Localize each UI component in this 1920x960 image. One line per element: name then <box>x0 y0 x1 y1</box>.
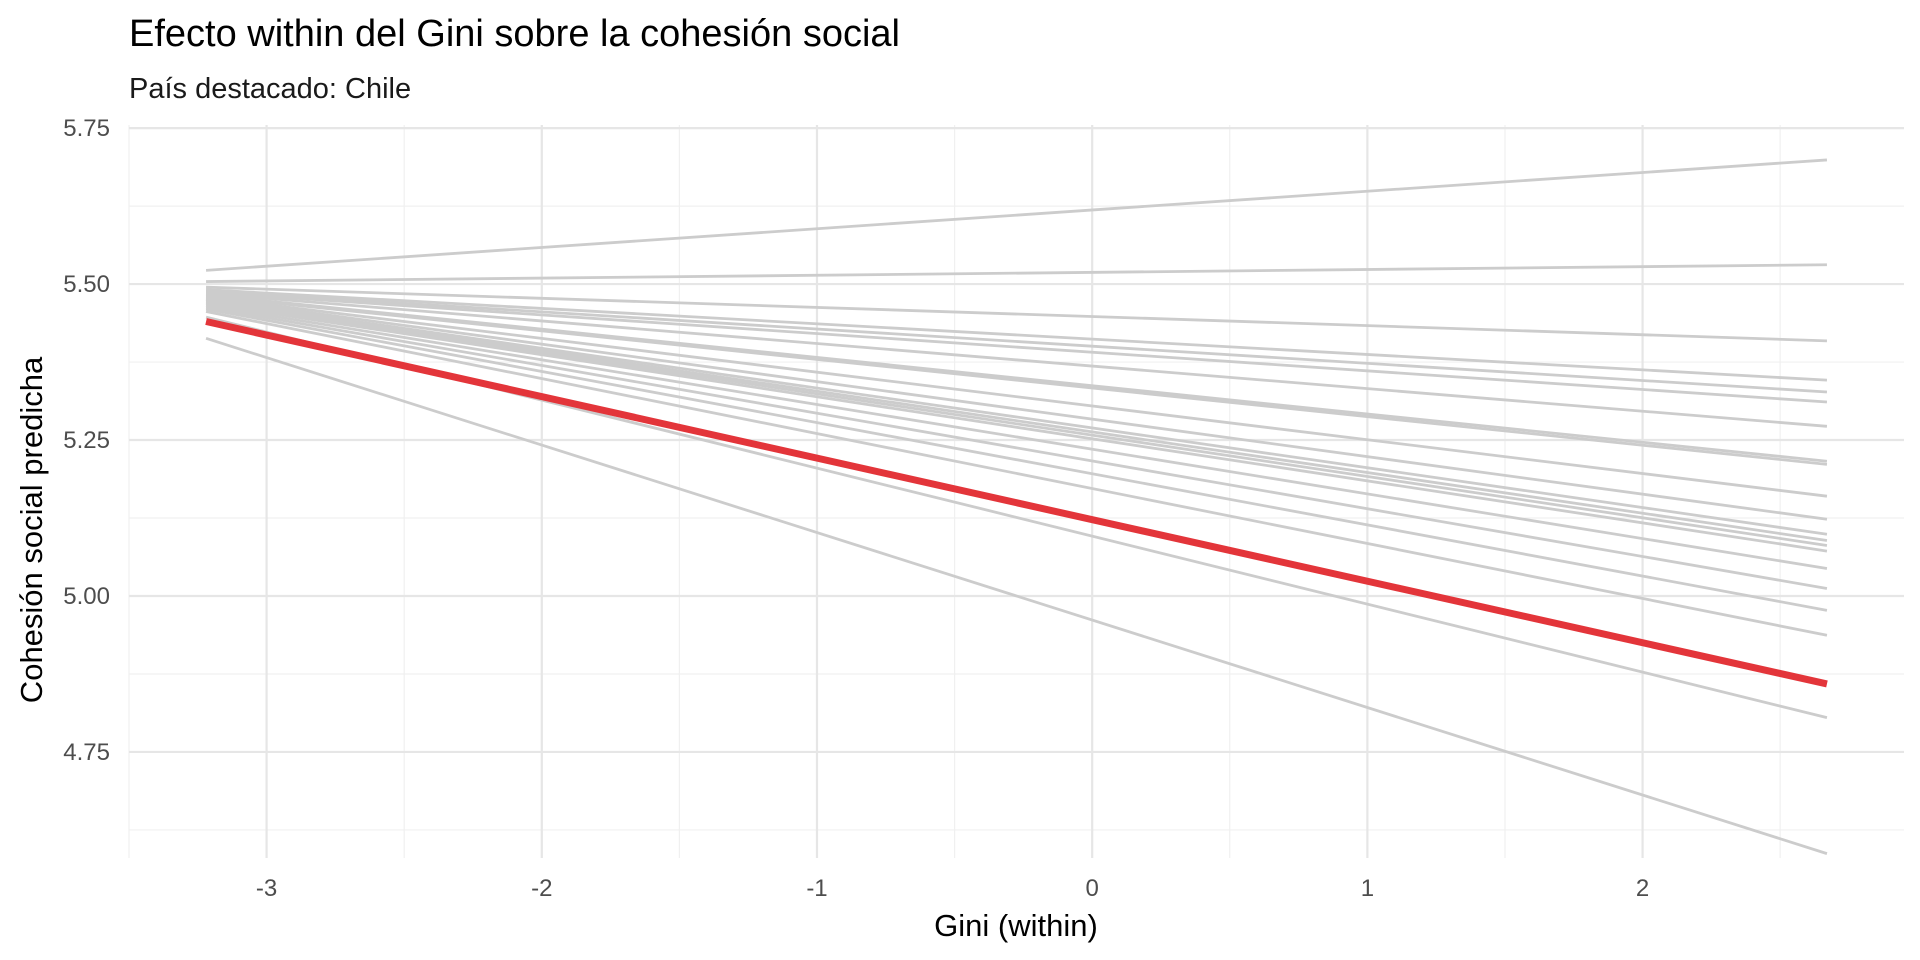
country-line <box>205 298 1828 536</box>
y-tick-label: 4.75 <box>63 739 110 766</box>
y-axis-title: Cohesión social predicha <box>14 356 49 703</box>
x-tick-label: -3 <box>256 875 277 902</box>
series-lines <box>205 158 1828 855</box>
country-line <box>205 303 1828 570</box>
x-tick-label: 2 <box>1636 875 1649 902</box>
country-line <box>205 337 1828 855</box>
country-line <box>205 299 1828 542</box>
chart-title: Efecto within del Gini sobre la cohesión… <box>129 13 900 55</box>
x-axis-title: Gini (within) <box>934 908 1098 943</box>
country-line <box>205 307 1828 612</box>
x-tick-label: -1 <box>806 875 827 902</box>
y-tick-label: 5.50 <box>63 271 110 298</box>
country-line <box>205 288 1828 382</box>
country-line <box>205 290 1828 404</box>
country-line <box>205 289 1828 394</box>
x-tick-label: 0 <box>1085 875 1098 902</box>
country-line <box>205 305 1828 590</box>
country-line <box>205 297 1828 521</box>
highlighted-country-line <box>205 318 1828 688</box>
country-line <box>206 285 1827 343</box>
chart-subtitle: País destacado: Chile <box>129 73 411 105</box>
x-tick-label: 1 <box>1361 875 1374 902</box>
x-axis-ticks: -3 -2 -1 0 1 2 <box>256 875 1649 902</box>
y-tick-label: 5.25 <box>63 427 110 454</box>
country-line <box>205 310 1828 637</box>
country-line <box>205 294 1828 466</box>
y-tick-label: 5.75 <box>63 115 110 142</box>
major-gridlines <box>129 125 1904 858</box>
country-line <box>205 302 1828 553</box>
country-line <box>205 295 1828 498</box>
country-line <box>205 158 1828 272</box>
minor-gridlines <box>128 125 1904 858</box>
x-tick-label: -2 <box>531 875 552 902</box>
country-line <box>205 300 1828 547</box>
y-tick-label: 5.00 <box>63 583 110 610</box>
country-line <box>205 293 1828 463</box>
country-line <box>206 263 1827 283</box>
y-axis-ticks: 4.75 5.00 5.25 5.50 5.75 <box>63 115 110 766</box>
country-line <box>205 292 1828 428</box>
